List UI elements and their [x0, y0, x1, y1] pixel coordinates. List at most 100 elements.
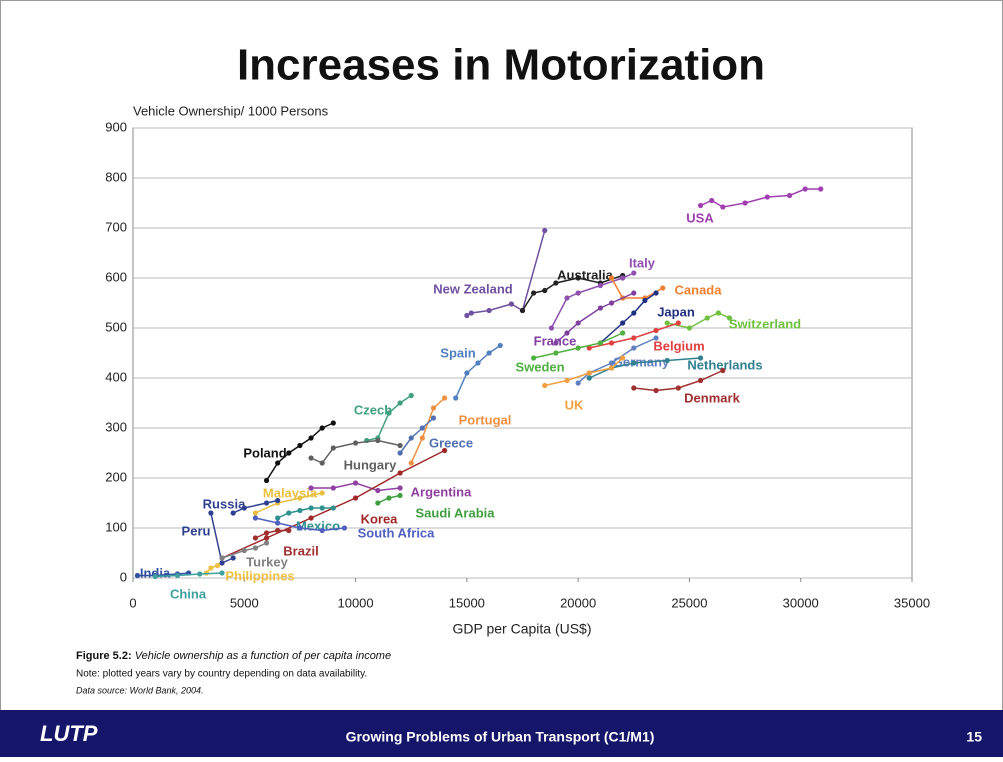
series-label: Brazil — [283, 543, 318, 558]
data-point — [475, 360, 481, 366]
data-point — [319, 505, 325, 511]
data-point — [575, 320, 581, 326]
data-point — [586, 375, 592, 381]
data-point — [664, 320, 670, 326]
x-tick-label: 5000 — [230, 595, 259, 610]
data-point — [442, 395, 448, 401]
data-point — [263, 530, 270, 536]
data-point — [330, 445, 336, 451]
series-label: Saudi Arabia — [416, 505, 496, 520]
data-point — [586, 345, 592, 351]
series-label: South Africa — [358, 525, 436, 540]
data-point — [642, 297, 648, 304]
data-point — [802, 186, 808, 192]
x-tick-label: 20000 — [560, 595, 596, 610]
data-point — [542, 382, 548, 389]
data-point — [818, 186, 824, 192]
data-point — [408, 392, 414, 399]
data-point — [386, 495, 392, 501]
data-point — [319, 527, 325, 534]
footer-text: Growing Problems of Urban Transport (C1/… — [346, 729, 655, 745]
data-point — [564, 377, 570, 384]
plot-area — [132, 127, 913, 579]
series-label: Mexico — [296, 518, 340, 533]
data-point — [653, 335, 659, 341]
data-point — [597, 340, 604, 346]
data-point — [653, 327, 659, 334]
series-label: Argentina — [411, 484, 472, 499]
data-point — [386, 410, 392, 416]
data-point — [252, 510, 259, 516]
data-point — [286, 527, 292, 534]
data-point — [631, 290, 637, 296]
caption: Figure 5.2: Vehicle ownership as a funct… — [76, 650, 391, 662]
series-line — [155, 572, 223, 578]
data-point — [786, 192, 793, 199]
data-point — [715, 310, 721, 316]
data-point — [709, 197, 715, 204]
data-point — [430, 405, 437, 411]
data-point — [575, 275, 581, 281]
data-point — [720, 367, 726, 374]
series-label: Switzerland — [729, 316, 801, 331]
data-point — [575, 290, 581, 296]
x-axis-title: GDP per Capita (US$) — [452, 621, 591, 637]
series-label: USA — [686, 210, 714, 225]
data-point — [531, 355, 537, 361]
data-point — [319, 490, 325, 496]
data-point — [275, 520, 281, 526]
data-point — [397, 492, 403, 499]
data-point — [134, 572, 141, 579]
data-point — [352, 480, 359, 486]
data-point — [214, 562, 221, 569]
x-tick-label: 25000 — [671, 595, 707, 610]
data-point — [686, 325, 693, 331]
series-label: Italy — [629, 255, 656, 270]
data-point — [352, 440, 359, 446]
data-point — [442, 447, 448, 454]
series-label: New Zealand — [433, 281, 513, 296]
series-line — [399, 417, 434, 454]
data-point — [263, 540, 270, 546]
data-point — [697, 355, 704, 361]
series-label: Denmark — [684, 390, 740, 405]
data-point — [219, 560, 225, 566]
data-point — [697, 377, 704, 384]
data-point — [631, 385, 637, 391]
data-point — [675, 385, 681, 391]
data-point — [575, 345, 581, 351]
data-point — [720, 204, 726, 210]
data-point — [497, 342, 503, 349]
y-tick-label: 900 — [105, 119, 127, 134]
data-point — [219, 555, 225, 561]
data-point — [564, 330, 570, 336]
data-point — [275, 527, 281, 534]
series-label: Greece — [429, 435, 473, 450]
data-point — [397, 400, 403, 406]
data-point — [704, 315, 710, 321]
data-point — [330, 485, 336, 491]
data-point — [660, 285, 666, 291]
data-point — [286, 510, 292, 516]
slide-title: Increases in Motorization — [237, 41, 765, 90]
data-point — [608, 275, 615, 281]
series-line — [232, 499, 278, 514]
y-tick-label: 300 — [105, 419, 127, 434]
series-label: Peru — [182, 523, 211, 538]
data-point — [597, 282, 604, 289]
series-line — [255, 492, 323, 514]
data-point — [742, 200, 748, 206]
footer-bar — [0, 710, 1003, 757]
data-point — [308, 435, 314, 441]
series-line — [221, 542, 267, 559]
series-label: China — [170, 586, 207, 601]
data-point — [219, 570, 225, 576]
data-point — [653, 387, 659, 394]
data-point — [486, 307, 492, 314]
series-label: Hungary — [344, 457, 398, 472]
x-tick-label: 15000 — [449, 595, 485, 610]
data-point — [453, 395, 459, 401]
data-point — [542, 227, 548, 234]
data-point — [631, 310, 637, 316]
